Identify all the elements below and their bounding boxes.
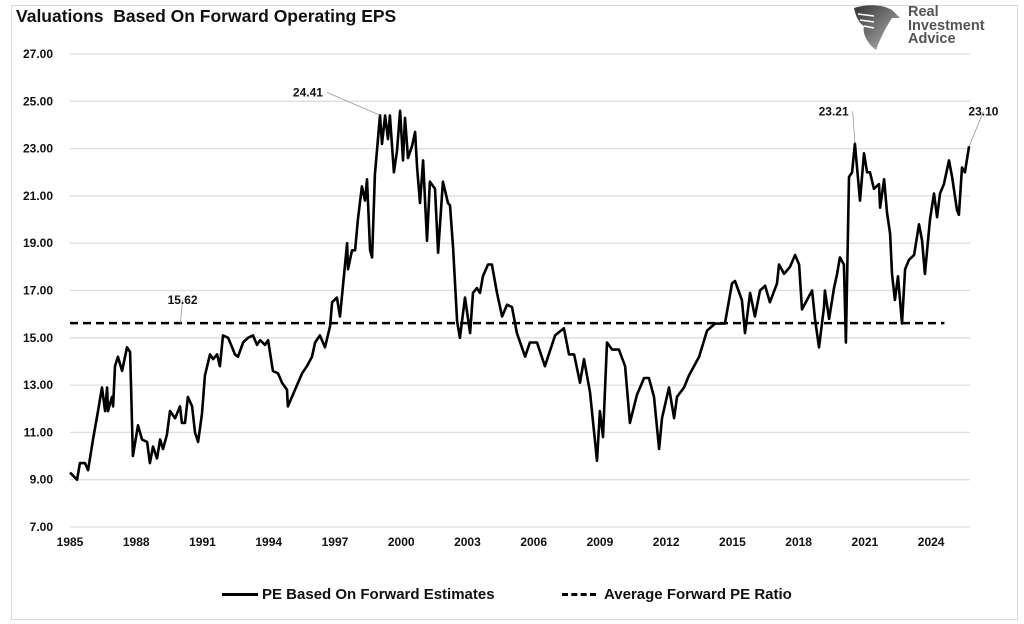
logo-line-3: Advice xyxy=(908,31,956,47)
y-tick-label: 25.00 xyxy=(23,94,53,108)
x-tick-label: 1994 xyxy=(255,535,282,549)
y-tick-label: 17.00 xyxy=(23,284,53,298)
y-tick-label: 27.00 xyxy=(23,47,53,61)
legend-item-average: Average Forward PE Ratio xyxy=(562,586,792,603)
gridlines xyxy=(70,53,970,528)
x-tick-label: 2009 xyxy=(587,535,614,549)
solid-line-swatch xyxy=(222,593,258,596)
annotation-label: 23.10 xyxy=(968,104,998,118)
annotation-leader xyxy=(180,300,184,324)
pe-forward-line xyxy=(69,109,971,482)
annotation-label: 15.62 xyxy=(168,293,198,307)
eagle-icon xyxy=(854,5,900,50)
x-axis-ticks: 1985 1988 1991 1994 1997 2000 2003 2006 2009 2012… xyxy=(57,535,945,549)
y-tick-label: 11.00 xyxy=(24,425,54,439)
x-tick-label: 2000 xyxy=(388,535,415,549)
y-tick-label: 23.00 xyxy=(23,142,53,156)
y-tick-label: 19.00 xyxy=(23,236,53,250)
y-tick-label: 9.00 xyxy=(30,473,54,487)
x-tick-label: 1997 xyxy=(322,535,349,549)
y-axis-ticks: 7.00 9.00 11.00 13.00 15.00 17.00 19.00 21.00 23… xyxy=(23,47,53,534)
x-tick-label: 2024 xyxy=(918,535,945,549)
x-tick-label: 2015 xyxy=(719,535,746,549)
annotation-label: 23.21 xyxy=(819,104,849,118)
x-tick-label: 2003 xyxy=(454,535,481,549)
annotation-label: 24.41 xyxy=(293,85,323,99)
y-tick-label: 7.00 xyxy=(30,520,54,534)
annotation-leader xyxy=(852,111,856,144)
x-tick-label: 2006 xyxy=(520,535,547,549)
series-layer xyxy=(69,109,971,482)
annotations: 24.41 15.62 23.21 23.10 xyxy=(168,85,999,324)
y-tick-label: 15.00 xyxy=(23,331,53,345)
chart-frame xyxy=(11,5,1018,620)
logo-line-2: Investment xyxy=(908,17,985,34)
chart-title: Valuations Based On Forward Operating EP… xyxy=(16,6,397,26)
x-tick-label: 1988 xyxy=(123,535,150,549)
legend: PE Based On Forward Estimates Average Fo… xyxy=(0,586,1024,606)
brand-logo: Real Investment Advice xyxy=(852,4,1002,52)
x-tick-label: 1991 xyxy=(189,535,216,549)
annotation-leader xyxy=(968,111,984,147)
legend-label-average: Average Forward PE Ratio xyxy=(604,586,792,603)
x-tick-label: 2012 xyxy=(653,535,680,549)
dashed-line-swatch xyxy=(562,593,596,596)
legend-label-pe: PE Based On Forward Estimates xyxy=(262,586,495,603)
x-tick-label: 1985 xyxy=(57,535,84,549)
x-tick-label: 2021 xyxy=(852,535,879,549)
legend-item-pe: PE Based On Forward Estimates xyxy=(222,586,495,603)
annotation-leader xyxy=(326,91,381,116)
x-tick-label: 2018 xyxy=(785,535,812,549)
logo-line-1: Real xyxy=(908,4,939,20)
y-tick-label: 21.00 xyxy=(23,189,53,203)
logo-text: Real Investment Advice xyxy=(908,4,985,47)
y-tick-label: 13.00 xyxy=(23,378,53,392)
